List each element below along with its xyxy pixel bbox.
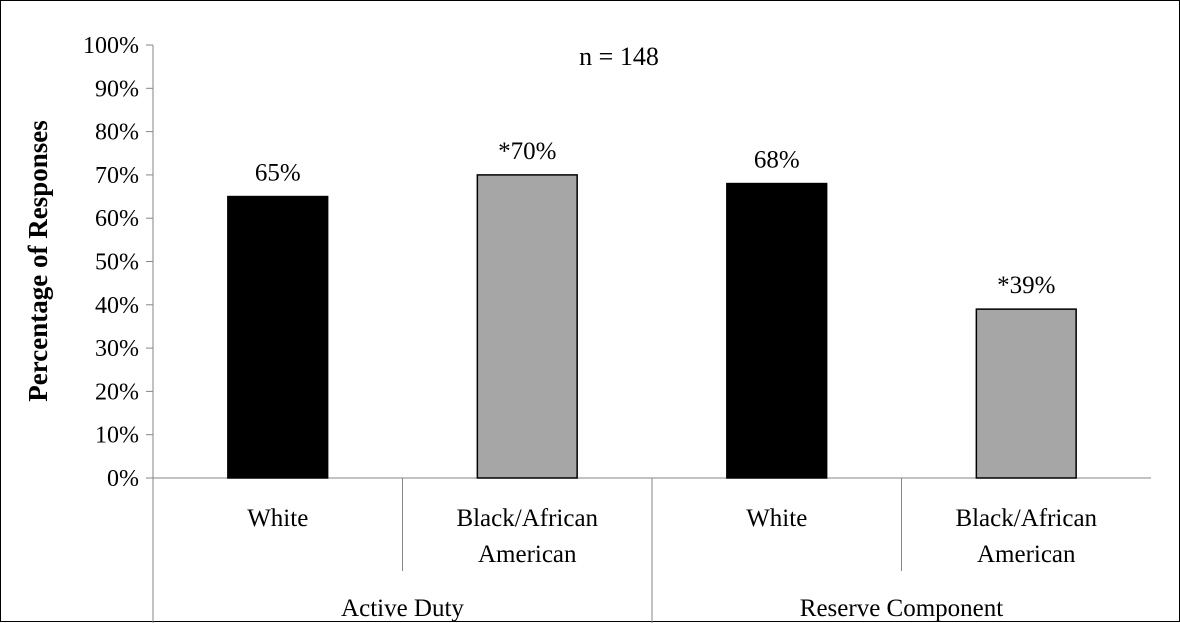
data-label: 68% [754, 147, 800, 174]
group-label: Reserve Component [800, 595, 1003, 622]
category-label: American [478, 541, 577, 568]
y-tick-label: 0% [107, 466, 139, 492]
category-label: Black/African [456, 505, 598, 532]
y-tick-label: 30% [95, 336, 139, 362]
chart-title: n = 148 [579, 42, 659, 71]
bar [227, 195, 329, 479]
y-tick-label: 90% [95, 76, 139, 102]
data-label: *70% [498, 138, 556, 165]
category-label: White [746, 505, 807, 532]
bar [975, 308, 1077, 479]
y-tick-label: 20% [95, 379, 139, 405]
y-tick-label: 80% [95, 120, 139, 146]
data-label: 65% [255, 160, 301, 187]
y-tick-label: 40% [95, 293, 139, 319]
y-tick-label: 10% [95, 423, 139, 449]
y-axis-label: Percentage of Responses [23, 120, 53, 401]
category-label: American [977, 541, 1076, 568]
data-label: *39% [997, 272, 1055, 299]
y-tick-label: 50% [95, 250, 139, 276]
group-label: Active Duty [341, 595, 464, 622]
category-label: White [247, 505, 308, 532]
bar [726, 182, 828, 479]
y-tick-label: 70% [95, 163, 139, 189]
category-label: Black/African [955, 505, 1097, 532]
bar [476, 174, 578, 479]
y-tick-label: 60% [95, 206, 139, 232]
y-tick-label: 100% [83, 33, 139, 59]
